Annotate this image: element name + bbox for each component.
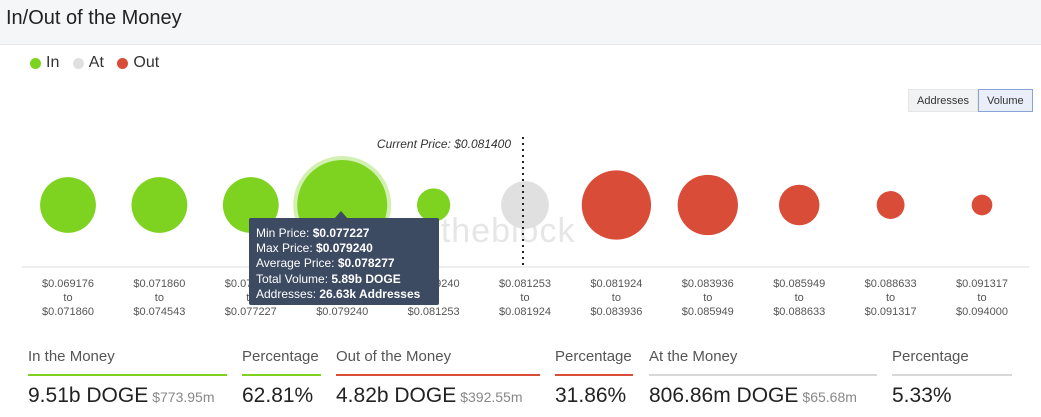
- bubble-out[interactable]: [778, 184, 820, 226]
- stat-label: Percentage: [555, 346, 633, 376]
- summary-stats: In the Money 9.51b DOGE $773.95m Percenta…: [0, 346, 1041, 417]
- stat-value: 4.82b DOGE $392.55m: [336, 384, 523, 407]
- stat-label: At the Money: [649, 346, 877, 376]
- legend-label-out: Out: [133, 54, 160, 71]
- stat-value: 5.33%: [892, 384, 952, 407]
- tick-label: $0.091317 to $0.094000: [956, 278, 1008, 318]
- tooltip-addresses: Addresses: 26.63k Addresses: [256, 286, 421, 301]
- bubble-out[interactable]: [677, 174, 738, 236]
- bubble-tooltip: Min Price: $0.077227 Max Price: $0.07924…: [249, 218, 439, 305]
- bubble-in[interactable]: [40, 177, 96, 233]
- stat-value: 62.81%: [242, 384, 314, 407]
- legend: In At Out: [30, 54, 168, 74]
- stat-label: Percentage: [242, 346, 321, 376]
- legend-dot-at: [72, 57, 84, 69]
- tick-label: $0.069176 to $0.071860: [42, 278, 94, 318]
- bubble-in[interactable]: [131, 177, 188, 233]
- legend-label-in: In: [46, 54, 60, 71]
- tick-label: $0.085949 to $0.088633: [773, 278, 826, 318]
- bubble-at[interactable]: [501, 181, 549, 229]
- volume-button[interactable]: Volume: [977, 89, 1033, 112]
- tooltip-min: Min Price: $0.077227: [256, 226, 370, 240]
- legend-dot-out: [117, 57, 129, 69]
- bubble-out[interactable]: [876, 191, 905, 219]
- stat-label: In the Money: [28, 346, 227, 376]
- bubble-in[interactable]: [416, 188, 451, 222]
- stat-at-the-money: At the Money 806.86m DOGE $65.68m: [649, 346, 877, 408]
- legend-item-in[interactable]: In: [30, 54, 59, 72]
- stat-in-the-money: In the Money 9.51b DOGE $773.95m: [28, 346, 227, 408]
- tick-label: $0.088633 to $0.091317: [864, 278, 917, 318]
- metric-toggle: Addresses Volume: [908, 89, 1033, 112]
- legend-item-out[interactable]: Out: [117, 54, 159, 72]
- stat-in-percentage: Percentage 62.81%: [242, 346, 321, 408]
- page-title: In/Out of the Money: [6, 7, 182, 29]
- stat-out-percentage: Percentage 31.86%: [555, 346, 633, 408]
- stat-at-percentage: Percentage 5.33%: [892, 346, 1012, 408]
- tooltip-max: Max Price: $0.079240: [256, 241, 373, 256]
- stat-value: 31.86%: [555, 384, 627, 407]
- tooltip-arrow: [334, 211, 348, 219]
- tooltip-volume: Total Volume: 5.89b DOGE: [256, 271, 401, 286]
- tooltip-avg: Average Price: $0.078277: [256, 256, 395, 271]
- stat-label: Percentage: [892, 346, 1012, 376]
- stat-label: Out of the Money: [336, 346, 540, 376]
- stat-usd: $65.68m: [802, 389, 857, 405]
- legend-label-at: At: [88, 54, 104, 71]
- tick-label: $0.083936 to $0.085949: [681, 278, 734, 318]
- current-price-label: Current Price: $0.081400: [377, 137, 511, 151]
- legend-dot-in: [30, 57, 41, 69]
- bubble-out[interactable]: [581, 170, 652, 240]
- tick-label: $0.081924 to $0.083936: [590, 278, 643, 318]
- chart-header: In/Out of the Money: [0, 0, 1041, 45]
- tick-label: $0.071860 to $0.074543: [133, 278, 186, 318]
- bubble-out[interactable]: [971, 194, 993, 216]
- addresses-button[interactable]: Addresses: [908, 89, 978, 112]
- stat-value: 9.51b DOGE $773.95m: [28, 384, 215, 407]
- stat-value: 806.86m DOGE $65.68m: [649, 384, 857, 407]
- stat-out-of-the-money: Out of the Money 4.82b DOGE $392.55m: [336, 346, 540, 408]
- tick-label: $0.081253 to $0.081924: [499, 278, 551, 318]
- stat-usd: $392.55m: [460, 389, 523, 405]
- legend-item-at[interactable]: At: [72, 54, 104, 72]
- stat-usd: $773.95m: [152, 389, 215, 405]
